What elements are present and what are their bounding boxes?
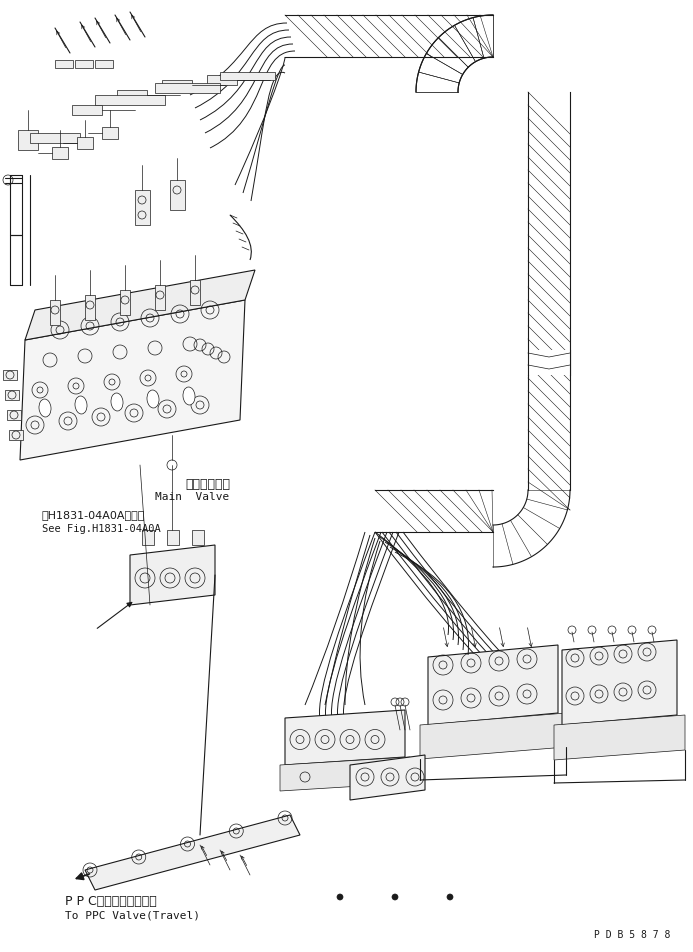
Ellipse shape [147,390,159,408]
Text: To PPC Valve(Travel): To PPC Valve(Travel) [65,910,200,920]
Bar [9,430,23,440]
Polygon shape [130,545,215,605]
Circle shape [447,894,453,900]
Polygon shape [285,710,405,765]
Bar [85,295,95,320]
Circle shape [392,894,398,900]
Text: P P Cバルブ（走行）へ: P P Cバルブ（走行）へ [65,895,157,908]
Polygon shape [25,270,255,340]
Bar [50,300,60,325]
Bar [527,350,571,375]
Text: 第H1831-04A0A図参照: 第H1831-04A0A図参照 [42,510,146,520]
Bar [55,60,73,68]
Polygon shape [350,755,425,800]
Polygon shape [554,715,685,760]
Polygon shape [20,300,245,460]
Polygon shape [85,815,300,890]
Circle shape [337,894,343,900]
Polygon shape [428,645,558,725]
Bar [207,75,237,85]
Text: P D B 5 8 7 8: P D B 5 8 7 8 [594,930,670,940]
Ellipse shape [111,393,123,411]
Bar [155,285,165,310]
Polygon shape [420,713,566,759]
Ellipse shape [75,396,87,414]
Bar [142,530,154,545]
Bar [95,95,165,105]
Bar [167,530,179,545]
Ellipse shape [183,387,195,405]
Bar [72,105,102,115]
Bar [18,130,38,150]
Bar [155,83,220,93]
Bar [170,180,185,210]
Text: メインバルブ: メインバルブ [185,478,230,491]
Polygon shape [562,640,677,725]
Bar [135,190,150,225]
Bar [190,280,200,305]
Bar [77,137,93,149]
Bar [3,370,17,380]
Ellipse shape [39,399,51,417]
Bar [95,60,113,68]
Bar [75,60,93,68]
Bar [30,133,80,143]
Bar [102,127,118,139]
Polygon shape [280,757,410,791]
Bar [192,530,204,545]
Bar [5,390,19,400]
Text: Main  Valve: Main Valve [155,492,229,502]
Text: See Fig.H1831-04A0A: See Fig.H1831-04A0A [42,524,161,534]
Bar [120,290,130,315]
Bar [162,80,192,90]
Bar [220,72,275,80]
Bar [117,90,147,100]
Bar [52,147,68,159]
Bar [7,410,21,420]
